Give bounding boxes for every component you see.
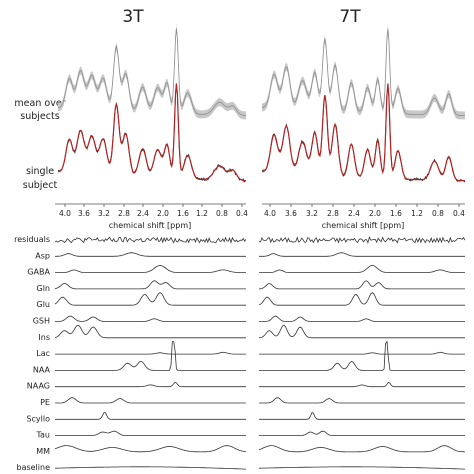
component-trace bbox=[54, 292, 246, 306]
component-trace bbox=[55, 315, 246, 322]
single-subject-fit bbox=[57, 83, 247, 182]
axis-3t: 4.0 3.6 3.2 2.8 2.4 2.0 1.6 1.2 0.8 0.4 chemical … bbox=[55, 203, 248, 230]
component-trace bbox=[55, 411, 246, 420]
component-trace bbox=[258, 280, 465, 290]
mean-label-line2: subjects bbox=[20, 111, 59, 122]
panel-title-3t: 3T bbox=[122, 7, 144, 27]
component-label: MM bbox=[36, 447, 50, 456]
component-label: Tau bbox=[35, 431, 50, 440]
component-label: Gln bbox=[37, 284, 51, 293]
component-trace bbox=[259, 315, 465, 322]
component-trace bbox=[54, 236, 247, 244]
tick-label: 4.0 bbox=[264, 209, 276, 218]
component-trace bbox=[55, 381, 246, 388]
component-trace bbox=[55, 430, 246, 436]
component-trace bbox=[54, 280, 246, 290]
mean-spectrum-line bbox=[57, 28, 247, 116]
tick-label: 2.4 bbox=[348, 209, 360, 218]
component-trace bbox=[259, 381, 465, 388]
tick-label: 0.8 bbox=[216, 209, 228, 218]
tick-label: 2.8 bbox=[118, 209, 130, 218]
component-trace bbox=[259, 430, 465, 436]
component-trace bbox=[259, 411, 465, 420]
mean-label-line1: mean over bbox=[14, 98, 65, 109]
component-label: Glu bbox=[37, 300, 51, 309]
tick-label: 3.6 bbox=[78, 209, 90, 218]
component-trace bbox=[55, 264, 246, 273]
component-trace bbox=[258, 236, 466, 244]
tick-label: 3.6 bbox=[285, 209, 297, 218]
tick-label: 1.6 bbox=[390, 209, 402, 218]
component-trace bbox=[55, 252, 246, 257]
tick-group-3t: 4.0 3.6 3.2 2.8 2.4 2.0 1.6 1.2 0.8 0.4 bbox=[59, 204, 248, 218]
component-trace bbox=[258, 324, 465, 339]
mean-band bbox=[58, 24, 246, 120]
tick-label: 2.0 bbox=[369, 209, 381, 218]
tick-label: 3.2 bbox=[306, 209, 318, 218]
mean-band bbox=[262, 24, 465, 120]
component-trace bbox=[259, 264, 465, 273]
component-trace bbox=[259, 252, 465, 257]
component-label: PE bbox=[40, 398, 50, 407]
tick-label: 2.4 bbox=[137, 209, 149, 218]
component-label: Lac bbox=[36, 349, 50, 358]
component-trace bbox=[54, 324, 246, 339]
tick-label: 1.2 bbox=[196, 209, 208, 218]
component-trace bbox=[55, 397, 246, 404]
spectra-group bbox=[57, 24, 466, 183]
component-trace bbox=[55, 466, 246, 470]
single-label-line1: single bbox=[26, 166, 54, 177]
component-label: baseline bbox=[16, 463, 50, 472]
component-label: GABA bbox=[27, 268, 50, 277]
axis-title-7t: chemical shift [ppm] bbox=[322, 221, 404, 230]
tick-label: 2.8 bbox=[327, 209, 339, 218]
component-trace bbox=[54, 445, 247, 453]
tick-label: 1.6 bbox=[177, 209, 189, 218]
component-label: Scyllo bbox=[26, 414, 50, 423]
axis-7t: 4.0 3.6 3.2 2.8 2.4 2.0 1.6 1.2 0.8 0.4 chemical … bbox=[262, 203, 465, 230]
mean-spectrum-line bbox=[261, 28, 465, 116]
panel-title-7t: 7T bbox=[339, 7, 361, 27]
component-trace bbox=[258, 445, 466, 453]
tick-label: 0.4 bbox=[236, 209, 248, 218]
single-subject-fit bbox=[261, 83, 465, 182]
component-label: Asp bbox=[35, 251, 50, 260]
component-trace bbox=[55, 351, 246, 355]
components-group: residuals Asp GABA Gln Glu GSH Ins Lac NAA NAAG PE… bbox=[14, 235, 466, 472]
component-trace bbox=[258, 292, 465, 306]
tick-label: 2.0 bbox=[157, 209, 169, 218]
component-label: Ins bbox=[38, 333, 50, 342]
component-trace bbox=[259, 340, 465, 371]
component-trace bbox=[55, 341, 246, 371]
tick-label: 3.2 bbox=[98, 209, 110, 218]
component-trace bbox=[259, 397, 465, 404]
tick-label: 0.8 bbox=[432, 209, 444, 218]
component-trace bbox=[259, 466, 465, 470]
component-label: residuals bbox=[14, 235, 50, 244]
axis-title-3t: chemical shift [ppm] bbox=[109, 221, 191, 230]
component-label: NAA bbox=[33, 365, 51, 374]
component-label: NAAG bbox=[27, 382, 50, 391]
tick-label: 4.0 bbox=[59, 209, 71, 218]
tick-label: 1.2 bbox=[411, 209, 423, 218]
component-trace bbox=[259, 351, 465, 355]
component-label: GSH bbox=[33, 317, 50, 326]
tick-label: 0.4 bbox=[453, 209, 465, 218]
single-label-line2: subject bbox=[23, 180, 58, 191]
tick-group-7t: 4.0 3.6 3.2 2.8 2.4 2.0 1.6 1.2 0.8 0.4 bbox=[264, 204, 465, 218]
